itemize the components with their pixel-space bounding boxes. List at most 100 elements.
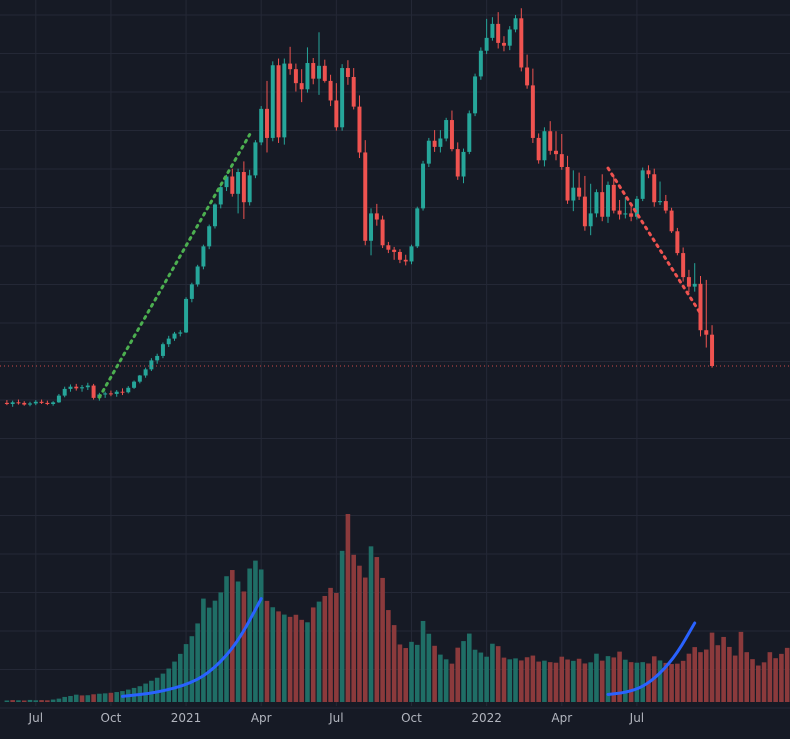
candle-body: [137, 375, 142, 382]
candle: [103, 391, 108, 398]
volume-bar: [692, 647, 697, 702]
x-tick-label: Jul: [629, 711, 644, 725]
candle-body: [108, 393, 113, 395]
candle: [253, 140, 258, 179]
candle-body: [357, 106, 362, 153]
candle: [33, 400, 38, 406]
candle-body: [594, 192, 599, 214]
candle-body: [513, 18, 518, 30]
volume-bar: [253, 560, 258, 702]
candle: [126, 386, 131, 394]
volume-bar: [16, 700, 21, 702]
volume-bar: [547, 662, 553, 702]
volume-bar: [472, 649, 478, 702]
candle-body: [675, 231, 680, 254]
candle-body: [438, 138, 443, 147]
candle-body: [265, 108, 269, 138]
candle: [39, 399, 44, 405]
candle-body: [449, 120, 454, 150]
candle-body: [236, 172, 241, 194]
candle: [640, 167, 645, 202]
candle-body: [299, 83, 304, 90]
candle: [270, 61, 275, 142]
volume-bar: [386, 610, 391, 702]
volume-bar: [571, 660, 576, 702]
candle-body: [172, 333, 177, 339]
candle: [212, 203, 217, 229]
downtrend-line: [606, 166, 702, 315]
candle: [357, 95, 362, 159]
candle-body: [120, 391, 125, 393]
candle-body: [4, 402, 9, 405]
volume-bar: [50, 699, 56, 702]
x-tick-label: 2021: [171, 711, 202, 725]
volume-bar: [426, 633, 432, 702]
candle: [120, 388, 125, 396]
candle-body: [611, 184, 616, 211]
candle-body: [478, 50, 483, 77]
candle-body: [114, 391, 119, 394]
candle: [663, 194, 668, 214]
price-candles: [4, 8, 715, 407]
volume-bar: [339, 550, 345, 702]
candle: [259, 106, 264, 146]
volume-bar: [744, 652, 750, 702]
volume-bar: [201, 598, 206, 702]
candle: [594, 189, 599, 218]
candle-body: [80, 387, 85, 389]
candle: [577, 172, 582, 200]
candle-body: [363, 152, 368, 241]
candle-body: [600, 192, 605, 217]
candle-body: [501, 42, 506, 46]
candle: [548, 121, 553, 155]
volume-bar: [166, 668, 172, 702]
volume-bar: [224, 576, 229, 702]
candle-body: [91, 385, 96, 398]
volume-bar: [403, 648, 408, 702]
candle-body: [166, 338, 171, 345]
candle: [91, 383, 96, 400]
candle: [345, 60, 350, 85]
candle-body: [606, 184, 610, 217]
volume-bar: [484, 656, 489, 702]
candle: [51, 401, 56, 406]
candle-body: [311, 63, 316, 79]
candle: [386, 241, 391, 254]
volume-bar: [114, 692, 119, 702]
candle-body: [646, 170, 651, 175]
candle-body: [322, 65, 327, 81]
volume-bar: [640, 662, 645, 702]
volume-bar: [391, 625, 397, 702]
x-tick-label: Jul: [328, 711, 343, 725]
candle: [172, 331, 177, 341]
candle: [658, 181, 663, 205]
candle: [686, 269, 691, 293]
candle: [340, 64, 345, 131]
candle-body: [39, 401, 44, 403]
candle: [230, 168, 235, 197]
candle: [501, 36, 506, 52]
candle: [80, 385, 85, 392]
candle-body: [74, 386, 79, 389]
volume-curve-2: [606, 621, 697, 696]
volume-bars: [4, 514, 790, 702]
candle-body: [253, 142, 258, 176]
volume-bar: [149, 680, 154, 702]
candle: [56, 393, 61, 403]
candle-body: [201, 246, 206, 267]
volume-bar: [599, 660, 605, 702]
candle: [241, 161, 246, 219]
volume-bar: [270, 607, 276, 702]
candle: [652, 168, 657, 207]
candle: [536, 133, 541, 164]
candle-body: [218, 187, 223, 205]
volume-bar: [357, 565, 362, 702]
candle: [698, 276, 703, 337]
candle-body: [282, 63, 287, 138]
candle: [409, 244, 414, 265]
volume-bar: [715, 645, 721, 702]
volume-bar: [756, 665, 761, 702]
volume-bar: [761, 662, 767, 702]
candle-body: [230, 176, 235, 194]
